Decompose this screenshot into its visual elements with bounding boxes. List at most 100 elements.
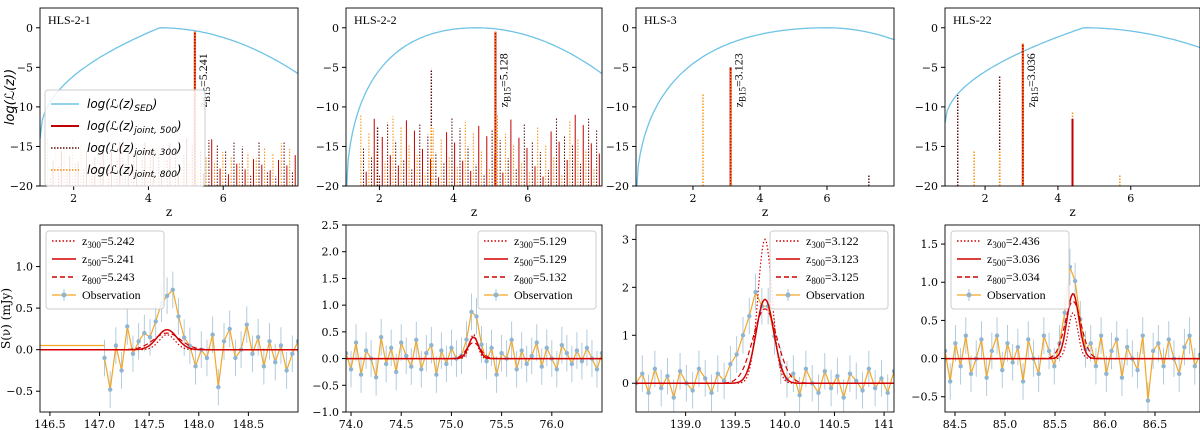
observation-point: [216, 384, 221, 390]
observation-point: [872, 385, 878, 391]
spectrum-panel-4: z300=2.436 z500=3.036 z800=3.034 Observatio…: [911, 224, 1200, 430]
y-tick-label: 1.0: [16, 261, 34, 274]
observation-point: [569, 361, 575, 367]
observation-point: [594, 367, 600, 372]
legend-entry: z500=5.241: [82, 252, 135, 268]
observation-point: [273, 359, 278, 365]
legend-box: [45, 230, 165, 310]
x-tick-label: 4: [756, 192, 763, 205]
observation-point: [181, 335, 187, 340]
observation-point: [721, 378, 727, 384]
panel-title: HLS-3: [644, 13, 677, 27]
y-tick-label: −20: [606, 180, 629, 193]
x-axis-label: z: [762, 205, 768, 219]
x-tick-label: 146.5: [34, 418, 66, 430]
observation-point: [703, 376, 708, 381]
observation-point: [690, 388, 695, 393]
x-tick-label: 74.5: [389, 418, 414, 430]
legend-box: [44, 89, 206, 187]
observation-point: [509, 337, 514, 343]
observation-point: [295, 339, 298, 344]
observation-point: [102, 355, 107, 361]
y-tick-label: −15: [915, 140, 938, 153]
observation-point: [284, 368, 289, 373]
y-tick-label: −20: [915, 180, 938, 193]
observation-point: [984, 375, 989, 380]
likelihood-legend: log(ℒ(z)SED) log(ℒ(z)joint, 500) log(ℒ(z)j…: [44, 89, 206, 187]
observation-point: [1062, 310, 1067, 315]
observation-line: [346, 310, 602, 378]
y-tick-label: 0.0: [16, 344, 34, 357]
observation-point: [753, 289, 758, 295]
observation-point: [130, 351, 136, 357]
x-tick-label: 140.0: [769, 418, 801, 430]
observation-point: [945, 348, 948, 354]
observation-point: [1036, 371, 1041, 377]
observation-point: [579, 359, 585, 364]
observation-point: [1046, 348, 1052, 354]
fit-curve: [40, 332, 298, 351]
x-tick-label: 86.5: [1143, 418, 1168, 430]
x-tick-label: 75.5: [489, 418, 514, 430]
observation-point: [1124, 344, 1130, 350]
observation-point: [404, 353, 409, 359]
y-tick-label: −1.0: [312, 406, 339, 419]
legend-box: [950, 230, 1070, 310]
observation-point: [797, 393, 802, 398]
observation-point: [469, 309, 474, 315]
y-axis-label: log(ℒ(z)): [3, 69, 18, 125]
x-tick-label: 85.5: [1043, 418, 1068, 430]
legend-entry: z500=5.129: [514, 252, 567, 268]
x-tick-label: 140.5: [819, 418, 851, 430]
y-tick-label: 1: [622, 329, 629, 342]
likelihood-panel-4: zB15=3.036 HLS-22 2 4 6 0 −5 −10 −15 −20 z: [915, 7, 1200, 219]
observation-point: [119, 368, 124, 373]
axes-frame: [635, 7, 895, 187]
x-tick-label: 139.5: [719, 418, 751, 430]
observation-point: [170, 287, 175, 293]
observation-point: [1041, 333, 1047, 338]
observation-point: [860, 388, 865, 393]
x-tick-label: 147.0: [84, 418, 116, 430]
observation-point: [652, 366, 658, 372]
observation-point: [499, 351, 504, 356]
observation-point: [1000, 367, 1005, 373]
y-tick-label: 1.0: [322, 299, 340, 312]
y-tick-label: 0: [931, 22, 938, 35]
observation-point: [261, 364, 267, 369]
y-tick-label: 3: [622, 233, 629, 246]
panel-title: HLS-2-2: [354, 13, 397, 27]
observation-point: [399, 340, 404, 345]
spectrum-panel-1: z300=5.242 z500=5.241 z800=5.243 Observatio…: [0, 224, 299, 430]
x-tick-label: 6: [1127, 192, 1134, 205]
y-tick-label: 2: [622, 281, 629, 294]
observation-point: [484, 359, 489, 364]
observation-point: [994, 333, 1000, 338]
observation-point: [348, 367, 354, 372]
observation-point: [1052, 364, 1057, 369]
observation-point: [816, 390, 821, 396]
observation-point: [671, 395, 676, 400]
fit-curve: [636, 308, 894, 384]
y-tick-label: −5: [922, 61, 938, 74]
observation-point: [1156, 341, 1161, 346]
spectrum-panel-3: z300=3.122 z500=3.123 z800=3.125 Observatio…: [622, 224, 895, 430]
spectrum-legend: z300=2.436 z500=3.036 z800=3.034 Observatio…: [950, 230, 1070, 310]
observation-point: [1166, 337, 1171, 342]
observation-point: [1098, 333, 1104, 338]
observation-point: [554, 367, 560, 372]
fit-curve: [945, 300, 1200, 360]
y-tick-label: −10: [606, 101, 629, 114]
y-tick-label: 0.5: [16, 302, 34, 315]
likelihood-panel-2: zB15=5.128 HLS-2-2 2 4 6 0 −5 −10 −15 −20 z: [316, 7, 603, 219]
observation-point: [147, 335, 153, 340]
y-tick-label: −20: [316, 180, 339, 193]
y-tick-label: −5: [613, 61, 629, 74]
y-tick-label: 1.5: [322, 272, 340, 285]
legend-entry: z500=3.123: [806, 252, 859, 268]
observation-point: [290, 351, 295, 357]
y-tick-label: 2.0: [322, 246, 340, 259]
y-tick-label: −0.5: [6, 385, 33, 398]
observation-point: [1140, 333, 1145, 338]
